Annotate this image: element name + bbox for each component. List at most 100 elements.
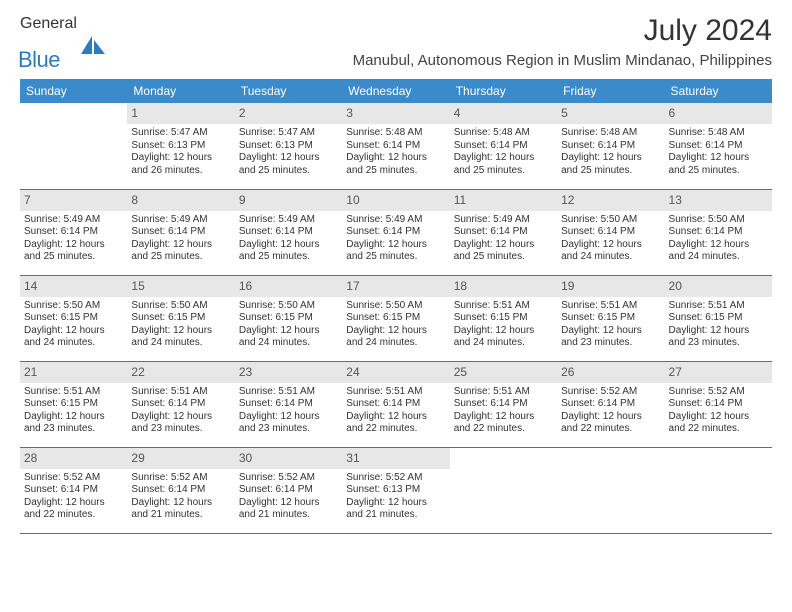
sunrise-text: Sunrise: 5:51 AM [669,300,768,313]
day-details: Sunrise: 5:51 AMSunset: 6:14 PMDaylight:… [131,386,230,436]
sunrise-text: Sunrise: 5:51 AM [131,386,230,399]
sunrise-text: Sunrise: 5:47 AM [131,127,230,140]
day-number: 30 [235,448,342,469]
sunrise-text: Sunrise: 5:51 AM [561,300,660,313]
daylight-text: and 21 minutes. [239,509,338,522]
sunrise-text: Sunrise: 5:50 AM [239,300,338,313]
calendar-day-cell: 16Sunrise: 5:50 AMSunset: 6:15 PMDayligh… [235,275,342,361]
sunrise-text: Sunrise: 5:50 AM [561,214,660,227]
calendar-page: General Blue July 2024 Manubul, Autonomo… [0,0,792,544]
calendar-day-cell: 25Sunrise: 5:51 AMSunset: 6:14 PMDayligh… [450,361,557,447]
daylight-text: and 21 minutes. [346,509,445,522]
calendar-week: 1Sunrise: 5:47 AMSunset: 6:13 PMDaylight… [20,103,772,189]
sunset-text: Sunset: 6:14 PM [346,398,445,411]
day-number: 3 [342,103,449,124]
sunset-text: Sunset: 6:14 PM [561,398,660,411]
calendar-week: 7Sunrise: 5:49 AMSunset: 6:14 PMDaylight… [20,189,772,275]
calendar-day-cell: 22Sunrise: 5:51 AMSunset: 6:14 PMDayligh… [127,361,234,447]
calendar-week: 14Sunrise: 5:50 AMSunset: 6:15 PMDayligh… [20,275,772,361]
daylight-text: Daylight: 12 hours [239,497,338,510]
daylight-text: and 24 minutes. [346,337,445,350]
daylight-text: Daylight: 12 hours [669,239,768,252]
day-number: 18 [450,276,557,297]
sunset-text: Sunset: 6:13 PM [346,484,445,497]
daylight-text: Daylight: 12 hours [131,325,230,338]
daylight-text: Daylight: 12 hours [561,411,660,424]
calendar-day-cell: 5Sunrise: 5:48 AMSunset: 6:14 PMDaylight… [557,103,664,189]
sunset-text: Sunset: 6:14 PM [131,484,230,497]
sunset-text: Sunset: 6:15 PM [454,312,553,325]
daylight-text: Daylight: 12 hours [131,152,230,165]
brand-logo: General Blue [20,18,107,68]
calendar-table: SundayMondayTuesdayWednesdayThursdayFrid… [20,79,772,534]
sunrise-text: Sunrise: 5:52 AM [561,386,660,399]
day-number: 9 [235,190,342,211]
day-details: Sunrise: 5:52 AMSunset: 6:14 PMDaylight:… [131,472,230,522]
daylight-text: Daylight: 12 hours [346,152,445,165]
sunrise-text: Sunrise: 5:50 AM [346,300,445,313]
day-details: Sunrise: 5:50 AMSunset: 6:15 PMDaylight:… [346,300,445,350]
calendar-header-row: SundayMondayTuesdayWednesdayThursdayFrid… [20,79,772,103]
daylight-text: Daylight: 12 hours [239,239,338,252]
sunrise-text: Sunrise: 5:49 AM [239,214,338,227]
daylight-text: Daylight: 12 hours [131,497,230,510]
sunrise-text: Sunrise: 5:51 AM [454,386,553,399]
sunrise-text: Sunrise: 5:51 AM [346,386,445,399]
calendar-day-cell: 7Sunrise: 5:49 AMSunset: 6:14 PMDaylight… [20,189,127,275]
calendar-day-cell: 24Sunrise: 5:51 AMSunset: 6:14 PMDayligh… [342,361,449,447]
weekday-header: Friday [557,79,664,103]
calendar-day-cell: 14Sunrise: 5:50 AMSunset: 6:15 PMDayligh… [20,275,127,361]
day-details: Sunrise: 5:52 AMSunset: 6:13 PMDaylight:… [346,472,445,522]
brand-part1: General [20,18,77,31]
calendar-day-cell: 28Sunrise: 5:52 AMSunset: 6:14 PMDayligh… [20,447,127,533]
sunrise-text: Sunrise: 5:48 AM [561,127,660,140]
sunset-text: Sunset: 6:14 PM [346,140,445,153]
daylight-text: and 26 minutes. [131,165,230,178]
calendar-day-cell: 6Sunrise: 5:48 AMSunset: 6:14 PMDaylight… [665,103,772,189]
sunset-text: Sunset: 6:14 PM [239,484,338,497]
day-number: 31 [342,448,449,469]
daylight-text: and 24 minutes. [561,251,660,264]
calendar-empty-cell [20,103,127,189]
day-details: Sunrise: 5:49 AMSunset: 6:14 PMDaylight:… [239,214,338,264]
sunrise-text: Sunrise: 5:48 AM [669,127,768,140]
calendar-day-cell: 9 Sunrise: 5:49 AMSunset: 6:14 PMDaylight… [235,189,342,275]
weekday-header: Saturday [665,79,772,103]
daylight-text: Daylight: 12 hours [24,239,123,252]
calendar-day-cell: 11Sunrise: 5:49 AMSunset: 6:14 PMDayligh… [450,189,557,275]
calendar-day-cell: 3 Sunrise: 5:48 AMSunset: 6:14 PMDaylight… [342,103,449,189]
daylight-text: and 23 minutes. [669,337,768,350]
daylight-text: and 25 minutes. [454,251,553,264]
daylight-text: Daylight: 12 hours [669,152,768,165]
day-number: 23 [235,362,342,383]
daylight-text: and 22 minutes. [24,509,123,522]
sunrise-text: Sunrise: 5:51 AM [454,300,553,313]
day-details: Sunrise: 5:47 AMSunset: 6:13 PMDaylight:… [239,127,338,177]
day-number: 13 [665,190,772,211]
daylight-text: and 24 minutes. [454,337,553,350]
weekday-header: Tuesday [235,79,342,103]
daylight-text: Daylight: 12 hours [131,411,230,424]
daylight-text: and 25 minutes. [346,165,445,178]
day-number: 4 [450,103,557,124]
daylight-text: and 25 minutes. [239,165,338,178]
day-details: Sunrise: 5:50 AMSunset: 6:15 PMDaylight:… [131,300,230,350]
day-details: Sunrise: 5:50 AMSunset: 6:15 PMDaylight:… [24,300,123,350]
day-number: 24 [342,362,449,383]
day-details: Sunrise: 5:51 AMSunset: 6:14 PMDaylight:… [239,386,338,436]
sunset-text: Sunset: 6:13 PM [239,140,338,153]
weekday-header: Wednesday [342,79,449,103]
day-details: Sunrise: 5:52 AMSunset: 6:14 PMDaylight:… [239,472,338,522]
sunrise-text: Sunrise: 5:50 AM [669,214,768,227]
calendar-empty-cell [450,447,557,533]
calendar-day-cell: 19Sunrise: 5:51 AMSunset: 6:15 PMDayligh… [557,275,664,361]
sunset-text: Sunset: 6:15 PM [346,312,445,325]
calendar-body: 1Sunrise: 5:47 AMSunset: 6:13 PMDaylight… [20,103,772,533]
sunrise-text: Sunrise: 5:51 AM [239,386,338,399]
daylight-text: and 23 minutes. [561,337,660,350]
sunset-text: Sunset: 6:14 PM [561,140,660,153]
day-details: Sunrise: 5:48 AMSunset: 6:14 PMDaylight:… [346,127,445,177]
brand-part2: Blue [18,51,77,69]
day-details: Sunrise: 5:48 AMSunset: 6:14 PMDaylight:… [561,127,660,177]
daylight-text: and 22 minutes. [346,423,445,436]
